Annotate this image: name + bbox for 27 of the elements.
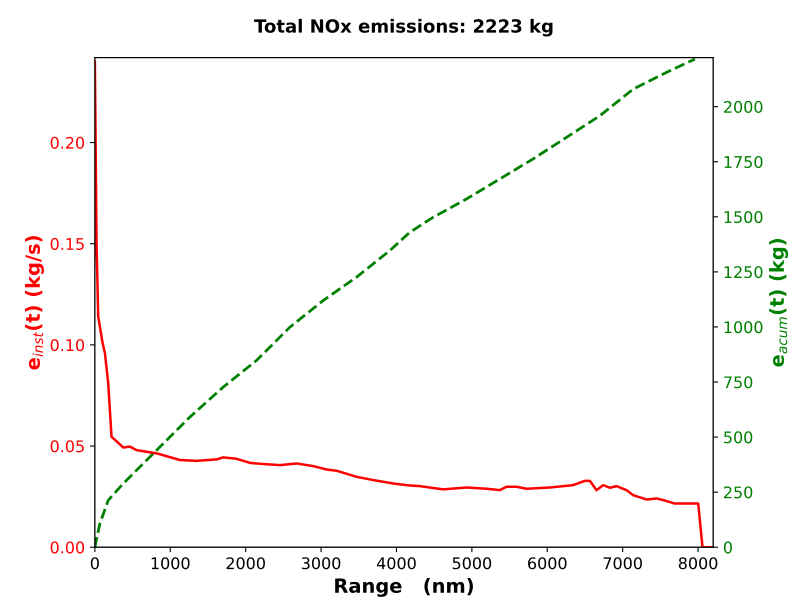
- y2-tick-label: 1000: [724, 321, 762, 334]
- y2-tick-label: 750: [724, 376, 752, 388]
- x-tick-label: 7000: [604, 557, 642, 570]
- x-tick-label: 6000: [528, 557, 567, 570]
- x-tick-label: 1000: [152, 557, 190, 570]
- y-tick-label: 0.20: [50, 136, 84, 149]
- y-tick-label: 0.15: [50, 238, 84, 250]
- x-tick-label: 8000: [678, 557, 718, 570]
- y2-tick-label: 1250: [724, 266, 762, 278]
- y2-axis-title: e$_{acum}$(t) (kg): [769, 239, 788, 367]
- x-tick-label: 2000: [226, 557, 265, 570]
- chart-title: Total NOx emissions: 2223 kg: [254, 18, 552, 36]
- y-tick-label: 0.00: [50, 541, 84, 554]
- x-axis-title: Range (nm): [335, 578, 473, 597]
- y2-tick-label: 250: [724, 486, 752, 498]
- x-tick-label: 4000: [376, 557, 416, 570]
- x-tick-label: 5000: [452, 557, 492, 570]
- x-tick-label: 0: [90, 557, 99, 570]
- y2-tick-label: 0: [724, 541, 732, 554]
- y-tick-label: 0.10: [50, 339, 84, 352]
- y2-tick-label: 1750: [724, 156, 762, 168]
- x-tick-label: 3000: [302, 557, 340, 570]
- y-tick-label: 0.05: [50, 440, 84, 452]
- y2-tick-label: 1500: [724, 211, 762, 224]
- y2-tick-label: 500: [724, 431, 752, 444]
- y-axis-title: e$_{inst}$(t) (kg/s): [24, 236, 44, 370]
- y2-tick-label: 2000: [724, 100, 762, 113]
